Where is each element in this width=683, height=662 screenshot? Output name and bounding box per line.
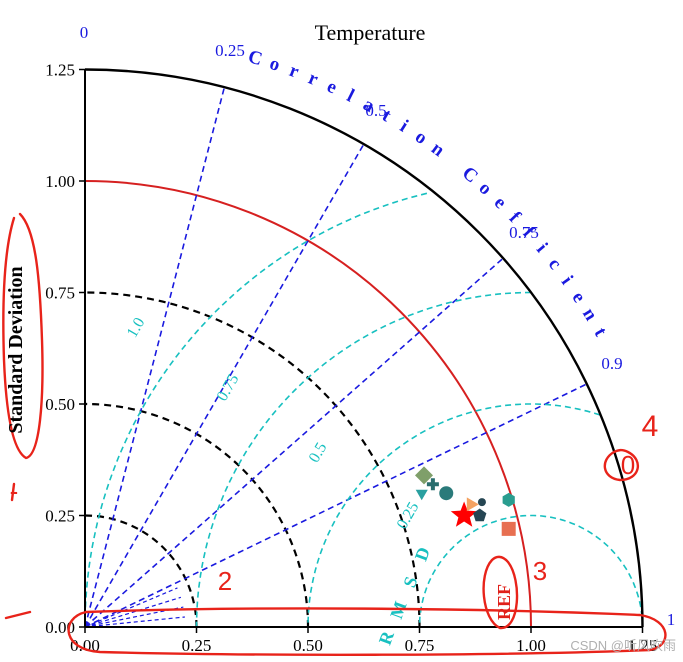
corr-ray: [84, 257, 504, 628]
corr-axis-letter: C: [458, 163, 482, 188]
corr-axis-letter: o: [411, 126, 431, 149]
corr-axis-letter: r: [286, 60, 302, 83]
hand-annotation-text: 4: [642, 410, 659, 443]
x-tick-label: 0.75: [405, 636, 435, 655]
grid-layer: [84, 180, 532, 628]
corr-ray: [84, 143, 365, 628]
y-tick-label: 0.25: [45, 507, 75, 526]
pentagon-marker: [473, 508, 487, 522]
hand-annotation-text: 0: [621, 450, 635, 480]
corr-axis-letter: C: [246, 46, 265, 70]
hand-annotation-text: 2: [218, 566, 232, 596]
rmsd-contour: [84, 192, 428, 628]
rmsd-contour-label: 0.75: [214, 371, 243, 404]
y-tick-label: 1.25: [45, 61, 75, 80]
small-circle-marker: [477, 498, 486, 507]
corr-tick-label: 0.75: [509, 223, 539, 242]
hand-circle-xaxis: [67, 607, 667, 656]
hand-circle-04: [603, 448, 639, 482]
corr-axis-letter: e: [490, 192, 511, 213]
corr-axis-letter: l: [343, 85, 357, 106]
plus-marker: [426, 478, 439, 491]
hand-circle-ylabel: [2, 212, 44, 460]
corr-axis-letter: n: [427, 138, 448, 161]
corr-axis-letter: o: [267, 53, 283, 76]
y-tick-label: 1.00: [45, 172, 75, 191]
hand-mark-dash: [10, 482, 16, 502]
rmsd-axis-letter: S: [399, 574, 421, 590]
tick-labels: 0.000.000.250.250.500.500.750.751.001.00…: [45, 23, 675, 655]
x-tick-label: 0.25: [182, 636, 212, 655]
y-tick-label: 0.75: [45, 284, 75, 303]
corr-ray-minor: [84, 616, 185, 628]
y-axis-label: Standard Deviation: [5, 266, 27, 433]
rmsd-contour-label: 1.0: [124, 315, 149, 341]
axes: [84, 68, 644, 628]
hand-annotation-text: -: [10, 476, 19, 506]
corr-tick-label: 0.9: [601, 354, 622, 373]
corr-axis-letter: i: [396, 116, 412, 137]
corr-tick-label: 0.5: [365, 101, 386, 120]
rmsd-contour: [418, 514, 644, 627]
rmsd-axis-letter: R: [375, 627, 399, 647]
square-marker: [501, 521, 516, 536]
triangle-right-marker: [466, 497, 479, 512]
corr-axis-letter: i: [557, 272, 577, 289]
ref-label: REF: [494, 584, 514, 620]
rmsd-contour: [307, 403, 601, 627]
data-points: [415, 466, 516, 536]
hand-annotation-text: 3: [533, 556, 547, 586]
rmsd-contour-label: 0.5: [306, 440, 331, 466]
corr-ray: [84, 87, 226, 628]
corr-tick-label: 1: [667, 610, 676, 629]
diamond-marker: [415, 466, 433, 485]
std-grid-arc: [84, 514, 198, 628]
correlation-rays: [84, 87, 588, 628]
corr-tick-label: 0: [80, 23, 89, 42]
y-tick-label: 0.50: [45, 395, 75, 414]
hexagon-marker: [502, 492, 515, 507]
hand-mark-origin: [4, 610, 32, 620]
corr-ray-minor: [84, 606, 184, 628]
corr-ray-minor: [84, 587, 178, 628]
outer-arc: [84, 68, 644, 628]
corr-ray: [84, 383, 588, 628]
corr-axis-letter: r: [305, 68, 321, 91]
reference-star-marker: [450, 501, 478, 527]
corr-axis-letter: e: [567, 288, 589, 307]
ref-std-arc: [84, 180, 532, 628]
std-grid-arc: [84, 291, 421, 628]
corr-axis-letter: n: [578, 304, 602, 324]
rmsd-axis-letter: D: [411, 544, 434, 563]
corr-axis-letter: c: [544, 254, 566, 274]
hand-circle-ref: [482, 555, 519, 630]
corr-axis-letter: t: [589, 324, 611, 341]
std-grid-arc: [84, 402, 310, 628]
rmsd-contour: [195, 291, 532, 628]
x-tick-label: 0.50: [293, 636, 323, 655]
corr-tick-label: 0.25: [215, 41, 245, 60]
circle-marker: [439, 486, 454, 501]
corr-ray-minor: [84, 596, 182, 628]
hand-annotations: 40 2 3 -: [2, 212, 667, 656]
rmsd-contour-label: 0.25: [394, 499, 423, 532]
corr-axis-letter: o: [475, 178, 496, 200]
watermark: CSDN @听风吹雨: [570, 638, 676, 653]
corr-axis-letter: e: [324, 76, 340, 99]
triangle-down-marker: [415, 489, 428, 501]
chart-title: Temperature: [315, 20, 426, 45]
x-tick-label: 1.00: [516, 636, 546, 655]
